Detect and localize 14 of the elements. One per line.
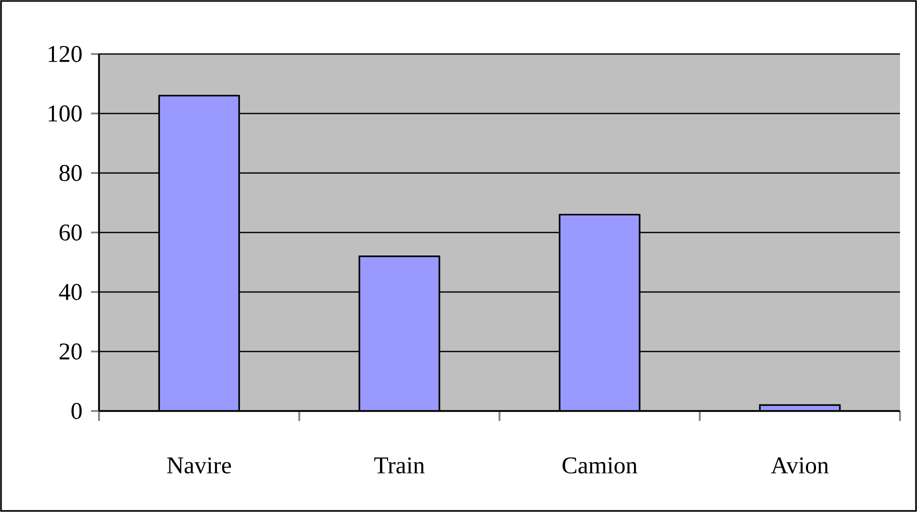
bar <box>358 255 440 411</box>
y-tick-label: 120 <box>48 46 82 62</box>
bar <box>158 94 240 411</box>
y-tick-label: 60 <box>60 224 82 241</box>
y-tick-label: 0 <box>72 402 82 420</box>
y-tick-label: 80 <box>60 164 82 182</box>
x-tick-label: Camion <box>562 457 638 474</box>
y-tick-label: 20 <box>60 343 82 360</box>
x-tick-label: Navire <box>167 457 231 474</box>
x-tick-label: Train <box>374 457 425 474</box>
y-tick-label: 100 <box>48 105 82 122</box>
x-tick-label: Avion <box>770 457 829 474</box>
y-tick-label: 40 <box>59 284 82 300</box>
bar <box>558 214 640 411</box>
